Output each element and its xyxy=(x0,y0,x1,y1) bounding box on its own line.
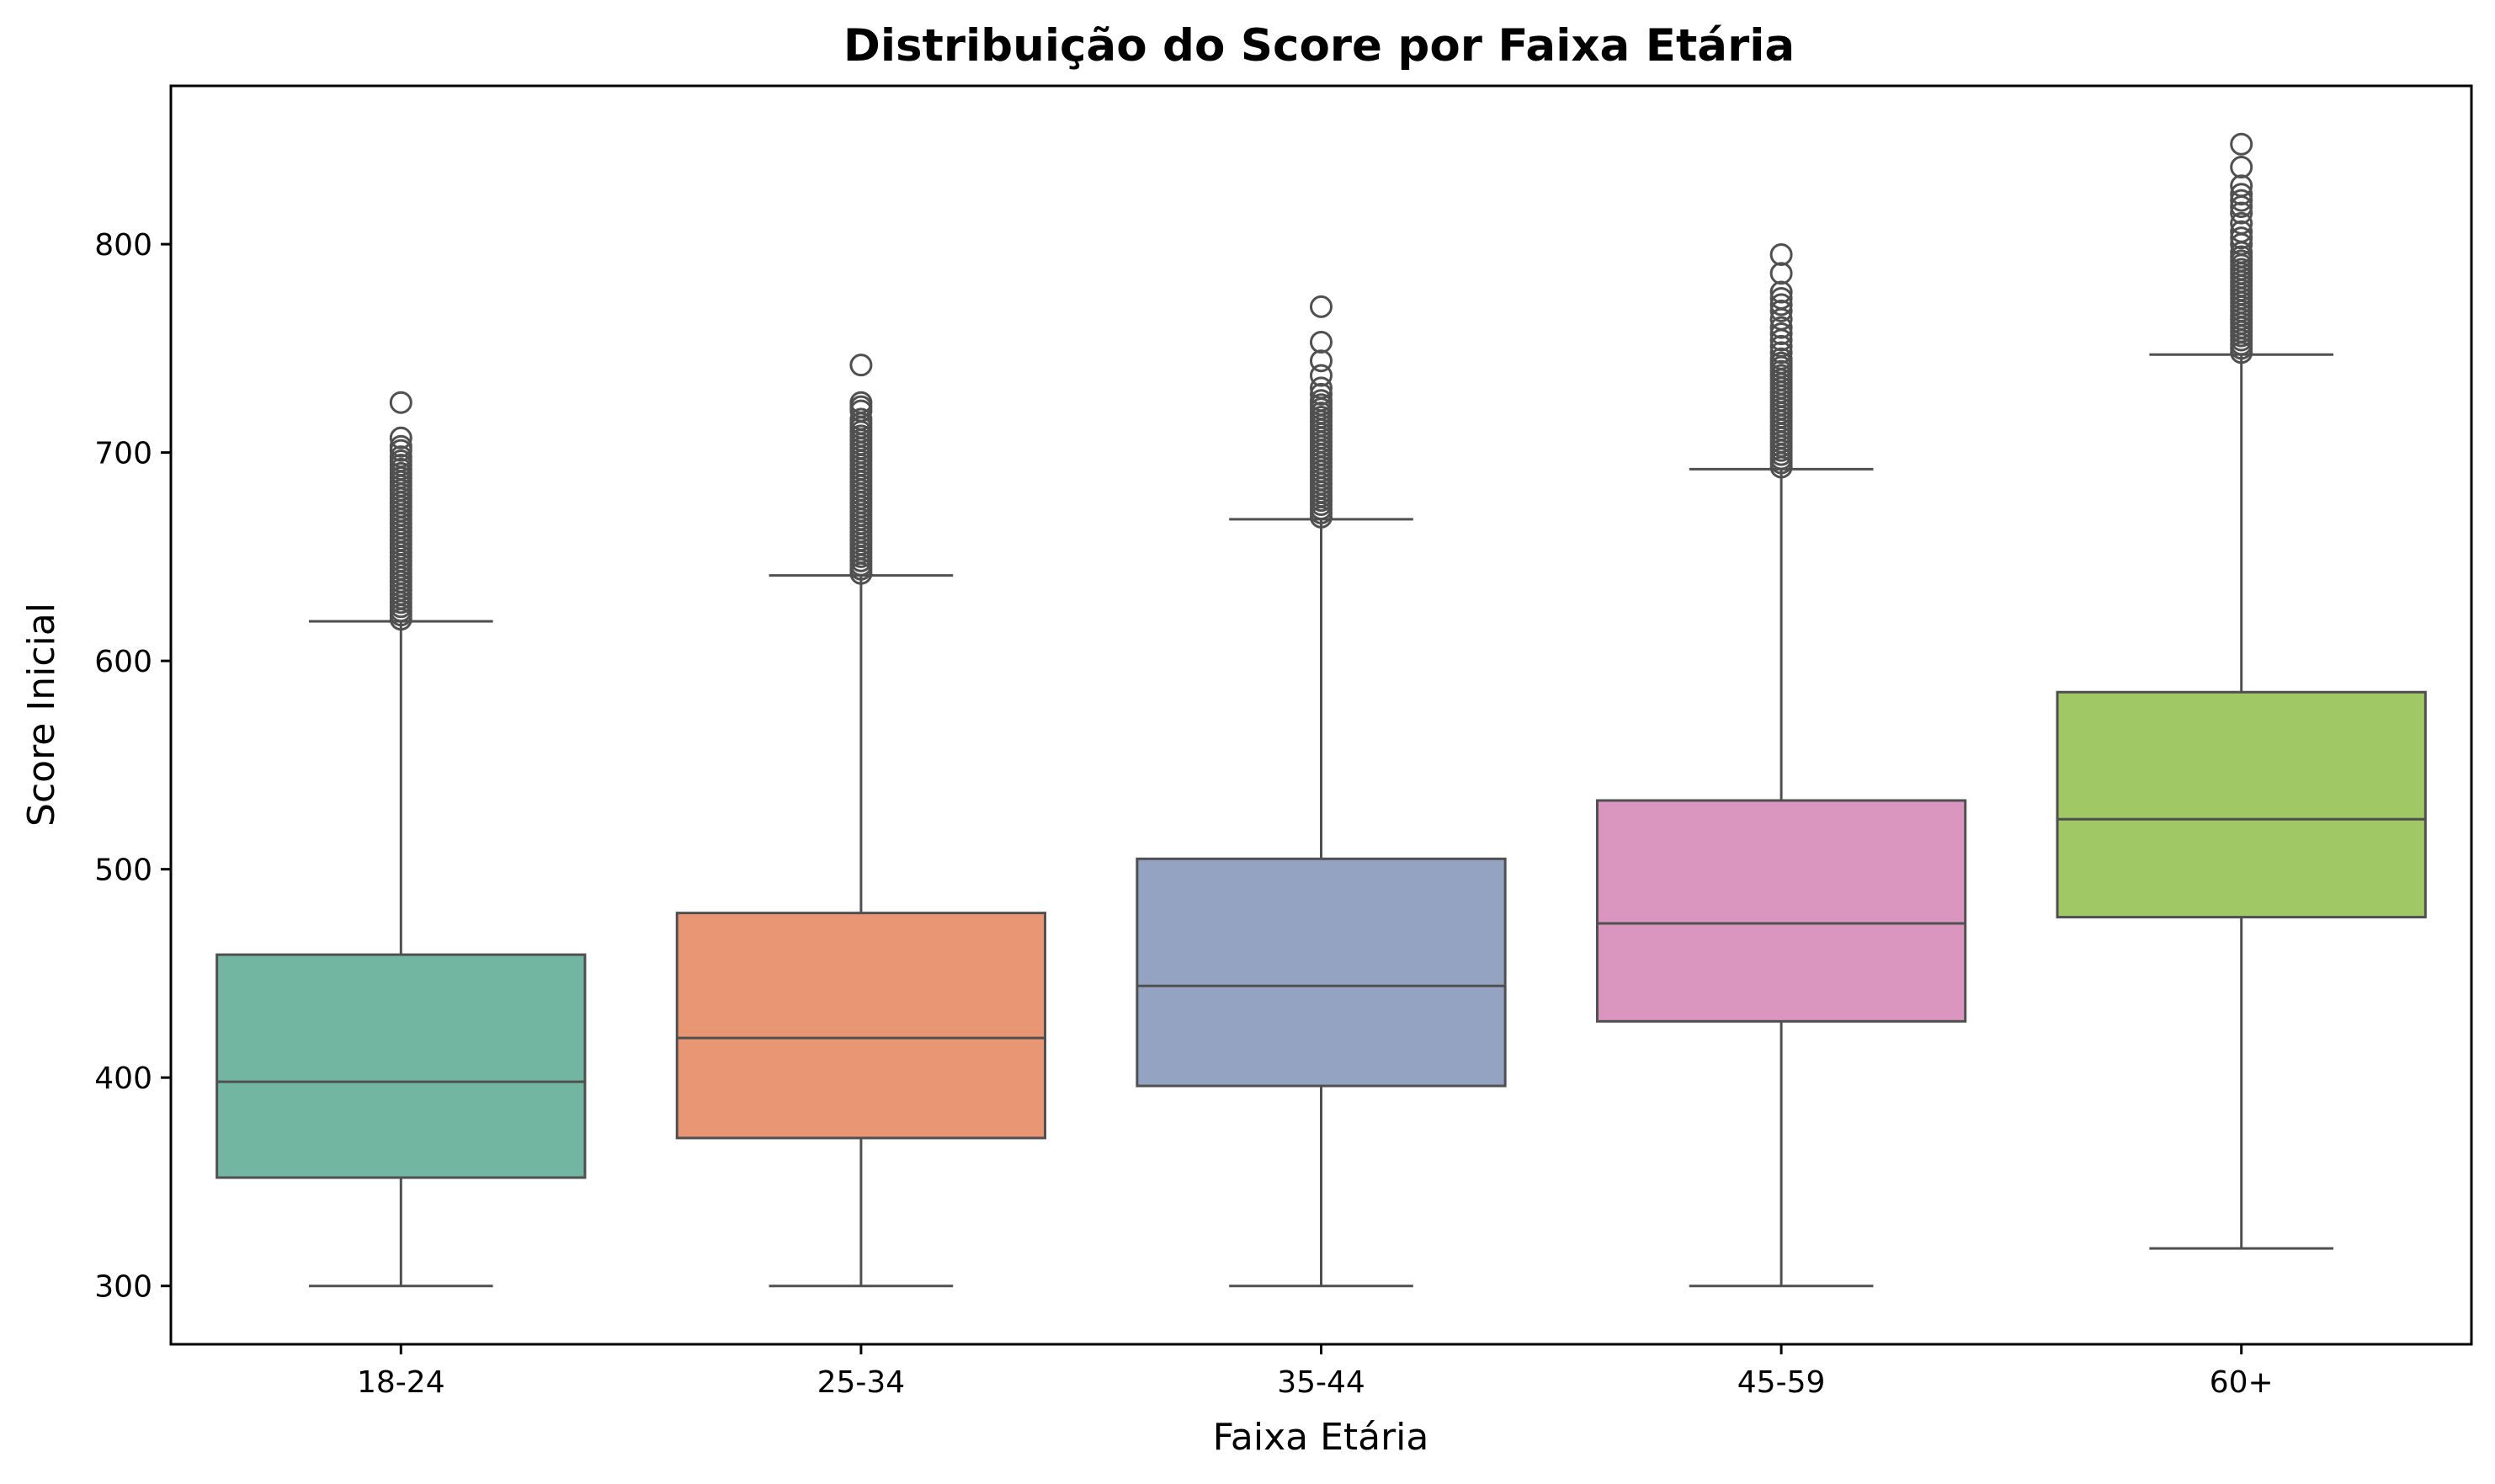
outlier-point xyxy=(1310,382,1333,406)
outlier-point xyxy=(1310,349,1333,373)
outlier-point xyxy=(1769,293,1793,316)
outlier-point xyxy=(389,434,412,458)
box-group-18-24 xyxy=(215,391,587,1288)
y-tick-label: 600 xyxy=(94,645,152,679)
outlier-point xyxy=(389,391,412,414)
box-iqr xyxy=(675,912,1047,1140)
outlier-point xyxy=(1310,364,1333,387)
x-tick-label: 60+ xyxy=(2210,1365,2274,1400)
outlier-point xyxy=(2230,220,2253,243)
outlier-point xyxy=(849,354,873,377)
box-iqr xyxy=(1136,857,1507,1088)
outlier-point xyxy=(2230,132,2253,156)
y-tick-label: 700 xyxy=(94,437,152,471)
outlier-point xyxy=(1769,242,1793,266)
plot-area xyxy=(215,132,2427,1288)
box-iqr xyxy=(2056,690,2427,919)
box-group-60+ xyxy=(2056,132,2427,1250)
box-group-35-44 xyxy=(1136,295,1507,1288)
outlier-point xyxy=(1769,341,1793,364)
x-tick-label: 18-24 xyxy=(357,1365,445,1400)
outlier-point xyxy=(2230,156,2253,179)
outlier-point xyxy=(1769,334,1793,358)
outlier-point xyxy=(2230,183,2253,206)
outlier-point xyxy=(1310,376,1333,400)
outlier-point xyxy=(2230,211,2253,235)
outlier-point xyxy=(389,445,412,469)
outlier-point xyxy=(1769,347,1793,370)
x-tick-label: 25-34 xyxy=(817,1365,906,1400)
chart-title: Distribuição do Score por Faixa Etária xyxy=(843,20,1795,72)
outlier-point xyxy=(1769,280,1793,304)
box-group-25-34 xyxy=(675,354,1047,1288)
outlier-point xyxy=(2230,189,2253,212)
y-tick-label: 500 xyxy=(94,854,152,888)
y-tick-label: 400 xyxy=(94,1061,152,1096)
outlier-point xyxy=(849,391,873,414)
axes: 300 400 500 600 700 800 18-24 25-34 35-44 45-59 60… xyxy=(94,228,2273,1400)
outlier-point xyxy=(1769,316,1793,339)
x-tick-label: 45-59 xyxy=(1737,1365,1826,1400)
box-iqr xyxy=(215,953,587,1179)
outlier-point xyxy=(1310,295,1333,318)
outlier-point xyxy=(389,426,412,449)
outlier-point xyxy=(1310,389,1333,412)
x-axis-label: Faixa Etária xyxy=(1213,1416,1429,1459)
y-tick-label: 300 xyxy=(94,1270,152,1305)
outlier-point xyxy=(1310,330,1333,354)
outlier-point xyxy=(2230,226,2253,250)
y-tick-label: 800 xyxy=(94,228,152,263)
outlier-point xyxy=(1769,286,1793,310)
box-iqr xyxy=(1595,799,1967,1023)
outlier-point xyxy=(2230,174,2253,198)
outlier-point xyxy=(1769,262,1793,285)
box-group-45-59 xyxy=(1595,242,1967,1288)
y-axis-label: Score Inicial xyxy=(20,603,63,827)
outlier-point xyxy=(1769,299,1793,322)
x-tick-label: 35-44 xyxy=(1277,1365,1365,1400)
outlier-point xyxy=(1769,322,1793,346)
outlier-point xyxy=(2230,201,2253,225)
outlier-point xyxy=(849,407,873,431)
